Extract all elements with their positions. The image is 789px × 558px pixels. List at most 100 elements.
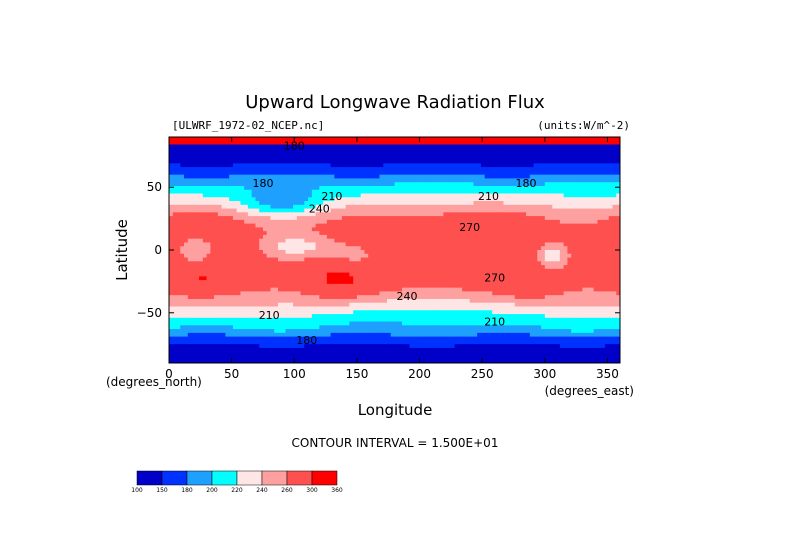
field-cell [360,261,366,266]
field-cell [559,250,565,255]
field-cell [541,212,546,217]
field-cell [417,287,422,293]
field-cell [206,182,211,187]
field-cell [187,140,193,146]
field-cell [507,250,512,255]
field-cell [420,193,426,198]
field-cell [247,250,253,255]
field-cell [172,163,178,168]
field-cell [202,185,208,191]
field-cell [495,242,501,247]
field-cell [195,257,200,262]
field-cell [462,140,467,146]
field-cell [432,167,437,172]
field-cell [371,276,377,281]
field-cell [375,246,381,251]
field-cell [537,242,542,247]
field-cell [518,204,523,210]
field-cell [473,287,478,293]
field-cell [311,276,317,281]
field-cell [469,283,475,289]
field-cell [582,167,587,172]
field-cell [533,231,538,236]
field-cell [244,204,249,210]
field-cell [428,223,433,228]
field-cell [191,223,196,228]
field-cell [334,204,339,210]
field-cell [255,140,260,146]
field-cell [191,148,196,153]
field-cell [492,265,497,270]
field-cell [537,163,542,168]
field-cell [255,148,260,153]
field-cell [285,257,290,262]
field-cell [169,219,174,225]
field-cell [244,170,249,176]
field-cell [484,287,490,293]
field-cell [323,193,328,198]
field-cell [255,265,260,270]
field-cell [259,253,264,259]
field-cell [567,197,572,202]
field-cell [405,238,411,244]
field-cell [236,155,242,161]
field-cell [597,219,602,225]
field-cell [375,137,381,142]
field-cell [379,234,384,240]
field-cell [345,201,350,206]
field-cell [507,268,512,274]
field-cell [533,163,538,168]
field-cell [236,268,242,274]
field-cell [398,144,403,149]
field-cell [556,250,561,255]
field-cell [548,238,553,244]
field-cell [492,212,497,217]
field-cell [556,148,561,153]
field-cell [330,272,335,277]
field-cell [447,152,452,157]
field-cell [184,242,189,247]
field-cell [409,276,414,281]
field-cell [379,201,384,206]
field-cell [526,193,531,198]
field-cell [259,174,264,180]
field-cell [236,261,242,266]
field-cell [353,137,358,142]
field-cell [548,283,553,289]
field-cell [533,216,538,221]
field-cell [529,272,535,277]
field-cell [405,208,411,213]
field-cell [447,287,452,293]
field-cell [210,170,215,176]
field-cell [484,204,490,210]
field-cell [225,219,230,225]
field-cell [368,140,373,146]
field-cell [191,189,196,195]
field-cell [503,227,508,232]
field-cell [334,219,339,225]
field-cell [262,163,268,168]
field-cell [552,238,557,244]
field-cell [601,163,606,168]
field-cell [571,197,576,202]
field-cell [326,167,332,172]
field-cell [402,219,407,225]
field-cell [330,197,335,202]
field-cell [612,204,617,210]
field-cell [383,170,388,176]
field-cell [390,212,396,217]
field-cell [514,208,520,213]
field-cell [604,163,610,168]
field-cell [465,212,471,217]
field-cell [616,197,620,202]
field-cell [405,212,411,217]
field-cell [184,272,189,277]
field-cell [315,227,320,232]
field-cell [386,246,392,251]
field-cell [518,159,523,164]
field-cell [229,174,234,180]
field-cell [484,283,490,289]
field-cell [386,197,392,202]
field-cell [529,197,535,202]
field-cell [319,219,324,225]
